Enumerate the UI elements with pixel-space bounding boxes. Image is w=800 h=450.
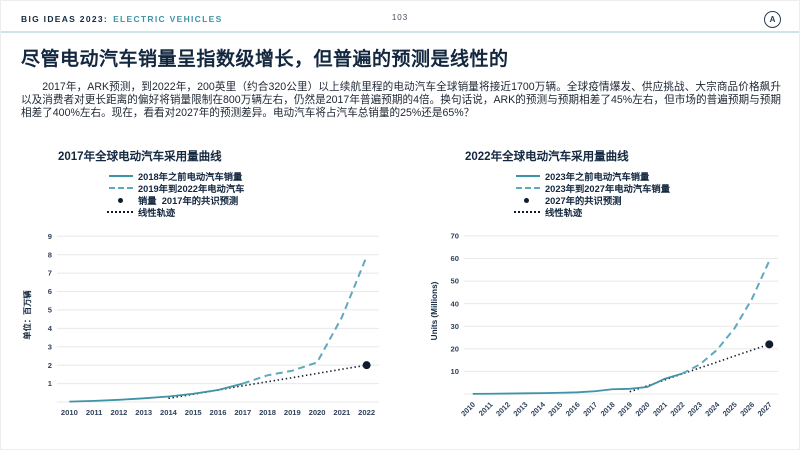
legend-label: 2027年的共识预测 [544,196,622,206]
slide-header: BIG IDEAS 2023: ELECTRIC VEHICLES 103 A [1,1,799,33]
consensus-point [765,340,774,349]
x-tick-label: 2011 [86,408,103,417]
x-tick-label: 2021 [333,408,351,417]
x-tick-label: 2013 [511,400,529,418]
y-tick-label: 8 [48,250,52,259]
x-tick-label: 2023 [686,400,704,418]
chart-legend: 2023年之前电动汽车销量 2023年到2027年电动汽车销量 2027年的共识… [513,170,799,218]
series-solid [69,382,243,403]
y-tick-label: 50 [451,277,459,286]
y-tick-label: 7 [48,269,52,278]
x-tick-label: 2027 [756,400,774,418]
series-solid [472,372,683,395]
chart-2017-canvas: 1 2 3 4 5 6 7 8 9 单位：百万辆 2010 2011 2012 2013 2014 2015 2… [22,232,379,417]
x-tick-label: 2026 [738,400,756,418]
x-tick-label: 2011 [477,400,495,418]
x-tick-label: 2010 [61,408,78,417]
series-dashed [242,256,368,385]
x-tick-label: 2018 [259,408,276,417]
legend-item: 2023年之前电动汽车销量 [514,170,799,182]
y-tick-label: 9 [48,232,52,241]
y-tick-label: 30 [451,322,459,331]
x-tick-label: 2022 [358,408,375,417]
x-tick-label: 2022 [668,400,686,418]
ark-logo-letter: A [769,14,776,24]
y-tick-label: 6 [48,287,52,296]
x-tick-label: 2010 [459,400,477,418]
x-tick-label: 2025 [721,400,739,418]
y-axis-label: 单位：百万辆 [22,290,32,339]
x-tick-label: 2017 [581,400,599,418]
y-tick-label: 5 [48,306,53,315]
legend-label: 销量 2017年的共识预测 [138,196,239,206]
chart-legend: 2018年之前电动汽车销量 2019年到2022年电动汽车 销量 2017年的共… [107,170,400,218]
x-tick-label: 2012 [110,408,127,417]
x-tick-label: 2019 [616,400,634,418]
series-dashed [681,260,771,375]
slide-title: 尽管电动汽车销量呈指数级增长，但普遍的预测是线性的 [21,49,509,70]
legend-item: 2023年到2027年电动汽车销量 [514,182,799,194]
y-tick-label: 1 [48,379,53,388]
x-tick-label: 2019 [284,408,301,417]
consensus-point [362,361,371,370]
x-tick-label: 2018 [599,400,617,418]
page-number: 103 [391,13,409,22]
dot-marker-icon [117,197,123,203]
topic-label: ELECTRIC VEHICLES [113,14,223,24]
chart-2017-adoption: 2017年全球电动汽车采用量曲线 2018年之前电动汽车销量 2019年到202… [1,148,400,432]
y-tick-label: 40 [451,299,459,308]
dashed-line-icon [515,187,540,189]
legend-item: 线性轨迹 [107,206,400,218]
x-tick-label: 2017 [234,408,251,417]
x-tick-label: 2021 [651,400,669,418]
dotted-line-icon [513,211,540,213]
legend-label: 2019年到2022年电动汽车 [138,184,245,194]
x-tick-label: 2012 [494,400,512,418]
y-tick-label: 3 [48,342,52,351]
y-tick-label: 70 [451,232,459,241]
x-tick-label: 2014 [529,399,548,418]
body-paragraph: 2017年，ARK预测，到2022年，200英里（约合320公里）以上续航里程的… [21,81,781,119]
x-tick-label: 2020 [634,400,652,418]
chart-title: 2022年全球电动汽车采用量曲线 [464,151,629,163]
brand-label: BIG IDEAS 2023: [21,14,109,24]
dotted-line-icon [107,211,133,213]
y-axis-label: Units (Millions) [430,281,439,340]
legend-item: 线性轨迹 [513,206,799,218]
solid-line-icon [109,175,133,177]
legend-label: 线性轨迹 [544,208,583,218]
solid-line-icon [515,175,540,177]
legend-item: 2018年之前电动汽车销量 [107,170,400,182]
y-tick-label: 4 [48,324,53,333]
y-tick-label: 2 [48,361,52,370]
x-tick-label: 2024 [703,399,722,418]
x-tick-label: 2016 [564,400,582,418]
x-tick-label: 2014 [160,408,178,417]
x-tick-label: 2020 [309,408,326,417]
dashed-line-icon [109,187,133,189]
charts-section: 2017年全球电动汽车采用量曲线 2018年之前电动汽车销量 2019年到202… [1,148,799,432]
ark-logo-icon: A [764,10,781,28]
x-tick-label: 2015 [185,408,203,417]
legend-label: 2023年到2027年电动汽车销量 [544,184,671,194]
x-tick-label: 2013 [135,408,152,417]
x-tick-label: 2016 [210,408,227,417]
y-tick-label: 10 [451,367,459,376]
legend-label: 2023年之前电动汽车销量 [544,172,650,182]
y-tick-label: 20 [451,344,459,353]
legend-item: 2027年的共识预测 [514,194,799,206]
legend-item: 销量 2017年的共识预测 [107,194,400,206]
y-tick-label: 60 [451,254,459,263]
chart-title: 2017年全球电动汽车采用量曲线 [58,151,222,163]
dot-marker-icon [524,197,530,203]
chart-2022-adoption: 2022年全球电动汽车采用量曲线 2023年之前电动汽车销量 2023年到202… [400,148,799,432]
legend-label: 线性轨迹 [138,208,176,218]
legend-label: 2018年之前电动汽车销量 [138,172,243,182]
legend-item: 2019年到2022年电动汽车 [107,182,400,194]
x-tick-label: 2015 [546,400,564,418]
